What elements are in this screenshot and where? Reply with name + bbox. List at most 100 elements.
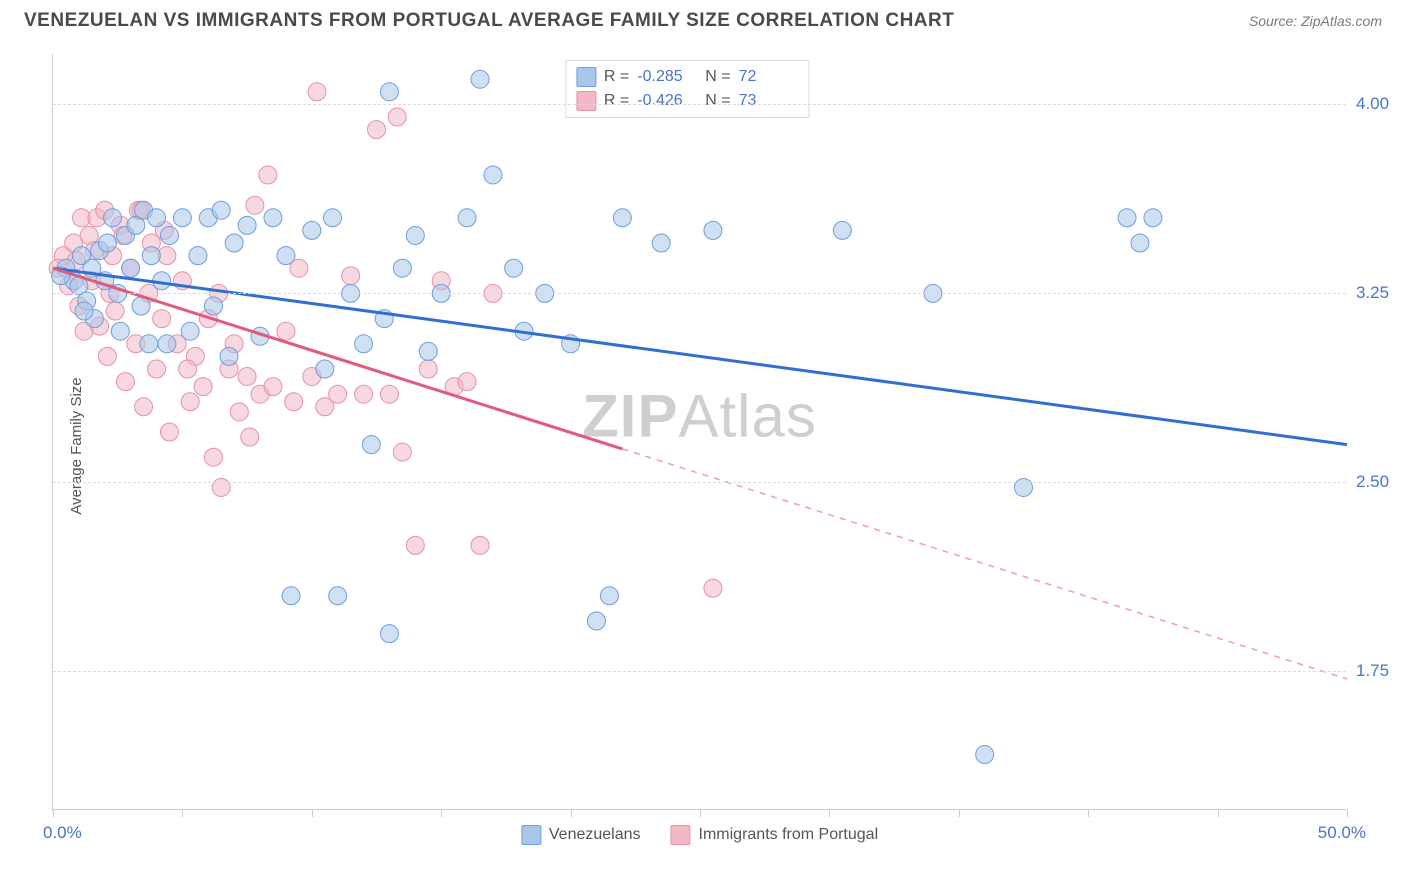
data-point [259, 166, 277, 184]
data-point [600, 587, 618, 605]
data-point [329, 587, 347, 605]
data-point [106, 302, 124, 320]
data-point [116, 373, 134, 391]
data-point [355, 385, 373, 403]
data-point [98, 347, 116, 365]
gridline [53, 293, 1346, 294]
data-point [355, 335, 373, 353]
r-value-1: -0.285 [637, 68, 697, 86]
legend-label-portugal: Immigrants from Portugal [699, 826, 879, 844]
trend-line [53, 268, 1347, 444]
data-point [1118, 209, 1136, 227]
data-point [458, 373, 476, 391]
data-point [329, 385, 347, 403]
x-tick-mark [829, 809, 830, 817]
data-point [204, 448, 222, 466]
data-point [380, 625, 398, 643]
data-point [471, 536, 489, 554]
data-point [181, 393, 199, 411]
n-value-1: 72 [739, 68, 799, 86]
data-point [148, 360, 166, 378]
data-point [238, 368, 256, 386]
data-point [308, 83, 326, 101]
data-point [189, 247, 207, 265]
gridline [53, 482, 1346, 483]
data-point [380, 385, 398, 403]
data-point [419, 360, 437, 378]
series-legend: Venezuelans Immigrants from Portugal [521, 825, 878, 845]
legend-label-venezuelans: Venezuelans [549, 826, 641, 844]
data-point [194, 378, 212, 396]
data-point [1015, 478, 1033, 496]
data-point [833, 221, 851, 239]
data-point [613, 209, 631, 227]
swatch-portugal [576, 91, 596, 111]
data-point [264, 209, 282, 227]
data-point [406, 226, 424, 244]
data-point [135, 398, 153, 416]
correlation-row-1: R = -0.285 N = 72 [576, 65, 799, 89]
data-point [285, 393, 303, 411]
x-tick-mark [53, 809, 54, 817]
n-label: N = [705, 68, 730, 86]
x-tick-mark [700, 809, 701, 817]
data-point [976, 746, 994, 764]
chart-source: Source: ZipAtlas.com [1249, 13, 1382, 29]
x-tick-mark [1088, 809, 1089, 817]
data-point [419, 342, 437, 360]
data-point [142, 247, 160, 265]
data-point [458, 209, 476, 227]
data-point [160, 226, 178, 244]
data-point [1131, 234, 1149, 252]
data-point [225, 234, 243, 252]
data-point [179, 360, 197, 378]
data-point [393, 443, 411, 461]
r-label: R = [604, 92, 629, 110]
y-tick-label: 1.75 [1356, 661, 1406, 681]
correlation-legend: R = -0.285 N = 72 R = -0.426 N = 73 [565, 60, 810, 118]
data-point [393, 259, 411, 277]
n-label: N = [705, 92, 730, 110]
data-point [324, 209, 342, 227]
data-point [140, 335, 158, 353]
data-point [362, 436, 380, 454]
data-point [388, 108, 406, 126]
data-point [704, 221, 722, 239]
swatch-venezuelans [521, 825, 541, 845]
data-point [587, 612, 605, 630]
r-label: R = [604, 68, 629, 86]
trend-line-extrapolated [622, 449, 1347, 679]
x-axis-max-label: 50.0% [1318, 823, 1366, 843]
y-tick-label: 2.50 [1356, 472, 1406, 492]
gridline [53, 104, 1346, 105]
data-point [238, 216, 256, 234]
data-point [220, 347, 238, 365]
data-point [282, 587, 300, 605]
data-point [316, 360, 334, 378]
chart-svg [53, 54, 1346, 809]
data-point [173, 209, 191, 227]
data-point [380, 83, 398, 101]
swatch-portugal [671, 825, 691, 845]
r-value-2: -0.426 [637, 92, 697, 110]
x-axis-min-label: 0.0% [43, 823, 82, 843]
x-tick-mark [312, 809, 313, 817]
x-tick-mark [441, 809, 442, 817]
legend-item-portugal: Immigrants from Portugal [671, 825, 879, 845]
data-point [204, 297, 222, 315]
data-point [264, 378, 282, 396]
n-value-2: 73 [739, 92, 799, 110]
x-tick-mark [1347, 809, 1348, 817]
y-tick-label: 3.25 [1356, 283, 1406, 303]
data-point [505, 259, 523, 277]
chart-header: VENEZUELAN VS IMMIGRANTS FROM PORTUGAL A… [0, 0, 1406, 38]
data-point [652, 234, 670, 252]
chart-plot-area: ZIPAtlas R = -0.285 N = 72 R = -0.426 N … [52, 54, 1346, 810]
data-point [1144, 209, 1162, 227]
data-point [303, 221, 321, 239]
data-point [158, 335, 176, 353]
data-point [104, 209, 122, 227]
data-point [471, 70, 489, 88]
data-point [153, 310, 171, 328]
data-point [160, 423, 178, 441]
